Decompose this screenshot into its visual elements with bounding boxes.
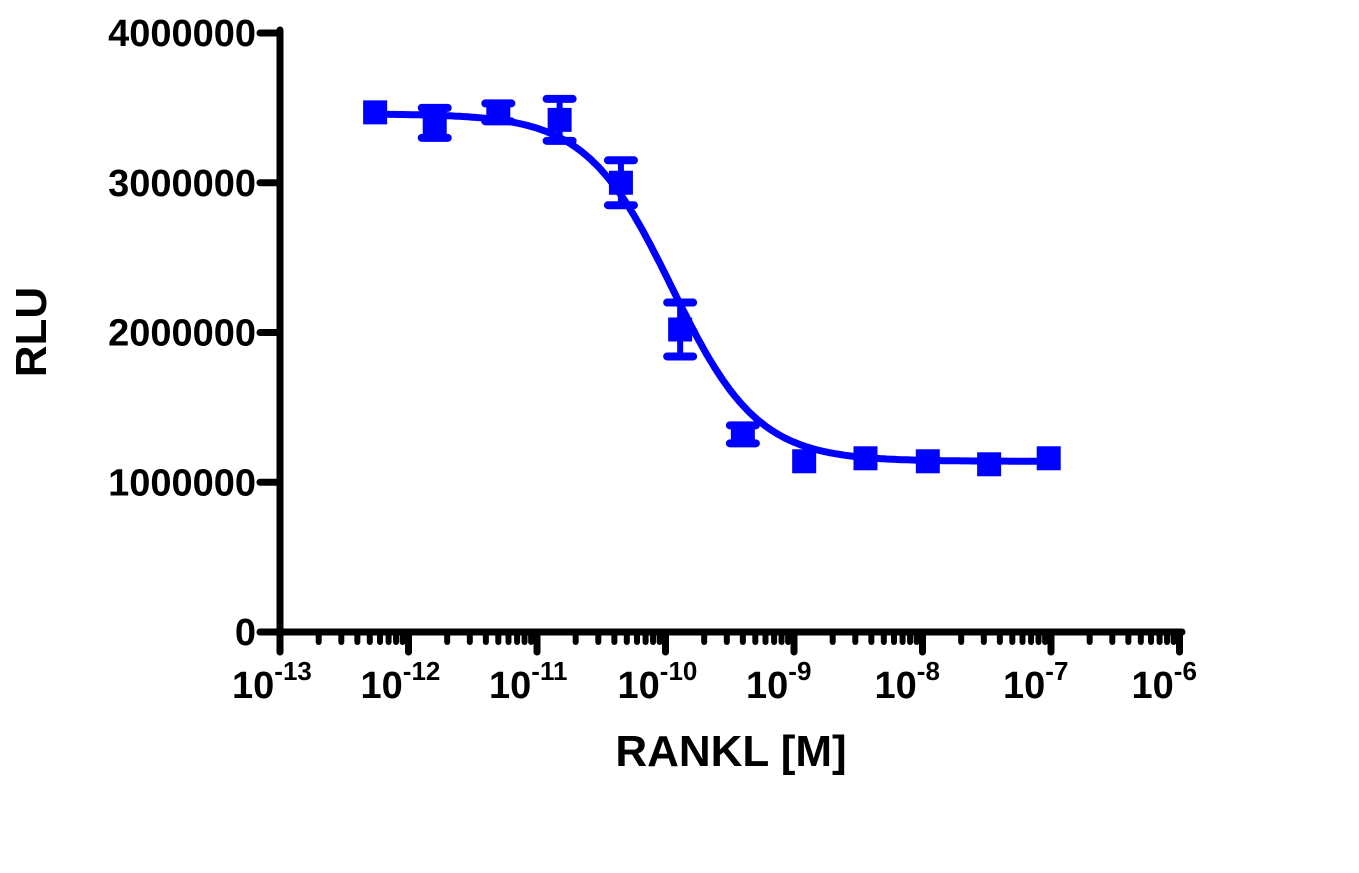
square-marker (608, 170, 633, 195)
data-point (792, 449, 817, 474)
square-marker (1036, 446, 1061, 471)
square-marker (730, 422, 755, 447)
data-point (363, 100, 388, 125)
data-point (663, 298, 698, 361)
square-marker (853, 446, 878, 471)
data-point (603, 156, 638, 210)
square-marker (486, 100, 511, 125)
y-tick-label: 2000000 (108, 313, 256, 355)
x-tick-label: 10-7 (1003, 656, 1068, 707)
y-tick-label: 3000000 (108, 163, 256, 205)
data-point (481, 99, 516, 126)
square-marker (422, 110, 447, 135)
square-marker (915, 449, 940, 474)
data-point (915, 449, 940, 474)
x-tick-label: 10-13 (232, 656, 312, 707)
data-points (363, 94, 1061, 477)
y-tick-label: 1000000 (108, 462, 256, 504)
y-axis-title: RLU (7, 287, 56, 377)
data-point (725, 421, 760, 448)
data-point (853, 446, 878, 471)
x-tick-label: 10-12 (361, 656, 441, 707)
x-axis-title: RANKL [M] (615, 727, 846, 776)
y-tick-labels: 0 1000000 2000000 3000000 4000000 (108, 13, 256, 654)
square-marker (547, 107, 572, 132)
y-tick-label: 4000000 (108, 13, 256, 55)
data-point (417, 103, 452, 142)
x-tick-label: 10-11 (489, 656, 567, 707)
fit-curve (375, 110, 1049, 465)
square-marker (363, 100, 388, 125)
x-tick-label: 10-10 (618, 656, 698, 707)
square-marker (977, 452, 1002, 477)
axes (256, 26, 1186, 656)
x-tick-label: 10-8 (875, 656, 940, 707)
data-point (1036, 446, 1061, 471)
x-tick-labels: 10-13 10-12 10-11 10-10 10-9 10-8 10-7 10-6 (232, 656, 1197, 707)
data-point (542, 94, 577, 145)
y-tick-label: 0 (235, 612, 256, 654)
x-tick-label: 10-6 (1132, 656, 1197, 707)
square-marker (668, 317, 693, 342)
square-marker (792, 449, 817, 474)
data-point (977, 452, 1002, 477)
x-tick-label: 10-9 (746, 656, 811, 707)
